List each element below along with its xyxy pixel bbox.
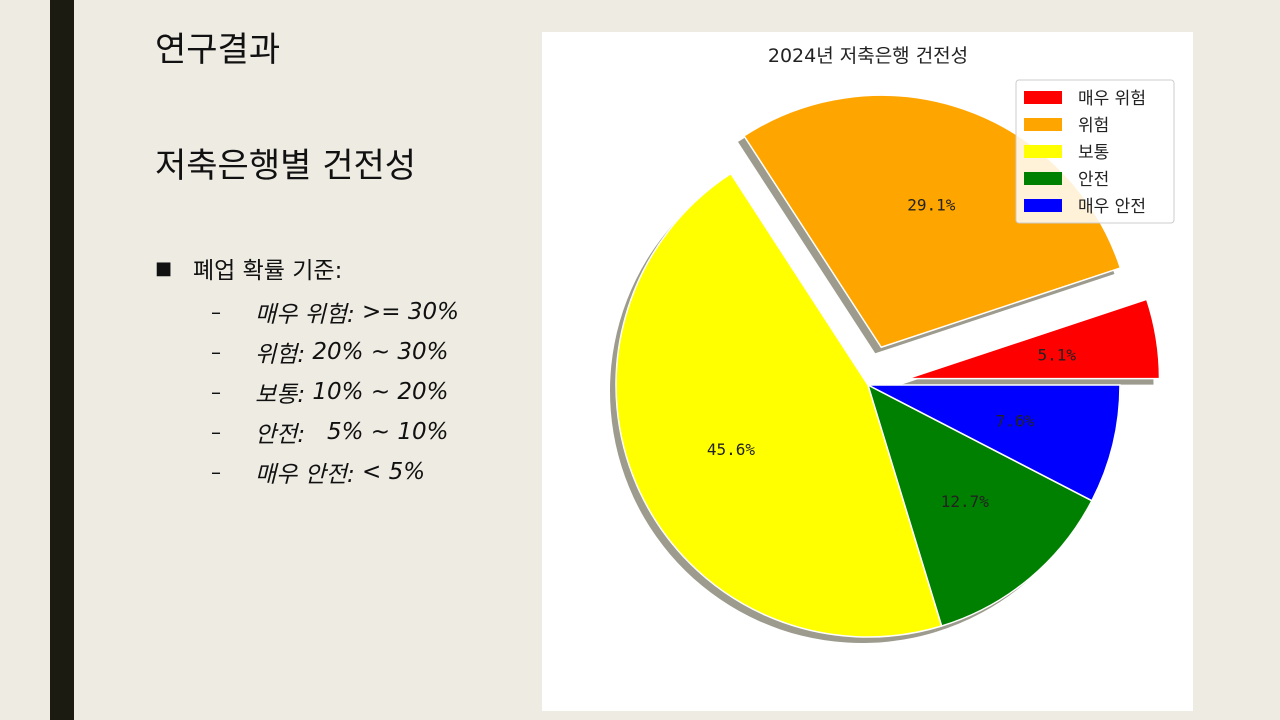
criteria-item-value: 5% ~ 10%	[305, 419, 449, 445]
square-bullet-icon: ■	[155, 257, 173, 279]
legend-swatch-4	[1024, 199, 1062, 212]
chart-panel: 2024년 저축은행 건전성 5.1% 29.1% 45.6% 12.7% 7.6% 매…	[542, 32, 1193, 711]
pie-label-0: 5.1%	[1037, 346, 1076, 365]
chart-title: 2024년 저축은행 건전성	[768, 45, 968, 67]
pie-label-4: 7.6%	[996, 412, 1035, 431]
criteria-sub-list: – 매우 위험: >= 30% – 위험: 20% ~ 30% – 보통: 10…	[211, 292, 459, 492]
criteria-item-value: >= 30%	[354, 299, 459, 325]
criteria-item-risky: – 위험: 20% ~ 30%	[211, 332, 459, 372]
pie-labels: 5.1% 29.1% 45.6% 12.7% 7.6%	[707, 196, 1077, 512]
legend-label-1: 위험	[1078, 116, 1109, 136]
criteria-item-label: 매우 안전:	[255, 462, 355, 488]
legend-swatch-3	[1024, 172, 1062, 185]
criteria-item-label: 보통:	[255, 382, 306, 408]
criteria-item-label: 위험:	[255, 342, 306, 368]
legend-swatch-2	[1024, 145, 1062, 158]
pie-slice-2	[615, 172, 943, 638]
legend-swatch-0	[1024, 91, 1062, 104]
criteria-heading: 폐업 확률 기준:	[193, 258, 343, 284]
accent-bar	[50, 0, 74, 720]
legend-label-4: 매우 안전	[1078, 197, 1146, 217]
criteria-item-value: 20% ~ 30%	[305, 339, 449, 365]
legend-swatch-1	[1024, 118, 1062, 131]
pie-label-3: 12.7%	[941, 492, 990, 511]
dash-bullet-icon: –	[211, 420, 221, 444]
legend-label-3: 안전	[1078, 170, 1109, 190]
criteria-list: ■ 폐업 확률 기준: – 매우 위험: >= 30% – 위험: 20% ~ …	[155, 252, 459, 492]
dash-bullet-icon: –	[211, 340, 221, 364]
criteria-item-label: 안전:	[255, 422, 306, 448]
pie-label-1: 29.1%	[907, 196, 956, 215]
dash-bullet-icon: –	[211, 300, 221, 324]
criteria-item-very-safe: – 매우 안전: < 5%	[211, 452, 459, 492]
dash-bullet-icon: –	[211, 460, 221, 484]
criteria-item-value: 10% ~ 20%	[305, 379, 449, 405]
slide-subtitle: 저축은행별 건전성	[155, 146, 417, 186]
criteria-item-very-risky: – 매우 위험: >= 30%	[211, 292, 459, 332]
slide-title: 연구결과	[155, 30, 281, 70]
pie-slice-4	[867, 384, 1121, 502]
criteria-item-value: < 5%	[354, 459, 426, 485]
pie-slice-0	[907, 298, 1161, 380]
criteria-item-safe: – 안전: 5% ~ 10%	[211, 412, 459, 452]
pie-chart: 2024년 저축은행 건전성 5.1% 29.1% 45.6% 12.7% 7.6% 매…	[609, 45, 1175, 644]
pie-label-2: 45.6%	[707, 440, 756, 459]
criteria-item-normal: – 보통: 10% ~ 20%	[211, 372, 459, 412]
pie-slice-3	[866, 383, 1093, 627]
dash-bullet-icon: –	[211, 380, 221, 404]
legend-label-2: 보통	[1078, 143, 1109, 163]
criteria-heading-row: ■ 폐업 확률 기준:	[155, 252, 459, 285]
legend-box	[1015, 79, 1175, 224]
criteria-item-label: 매우 위험:	[255, 302, 355, 328]
legend-label-0: 매우 위험	[1078, 89, 1146, 109]
